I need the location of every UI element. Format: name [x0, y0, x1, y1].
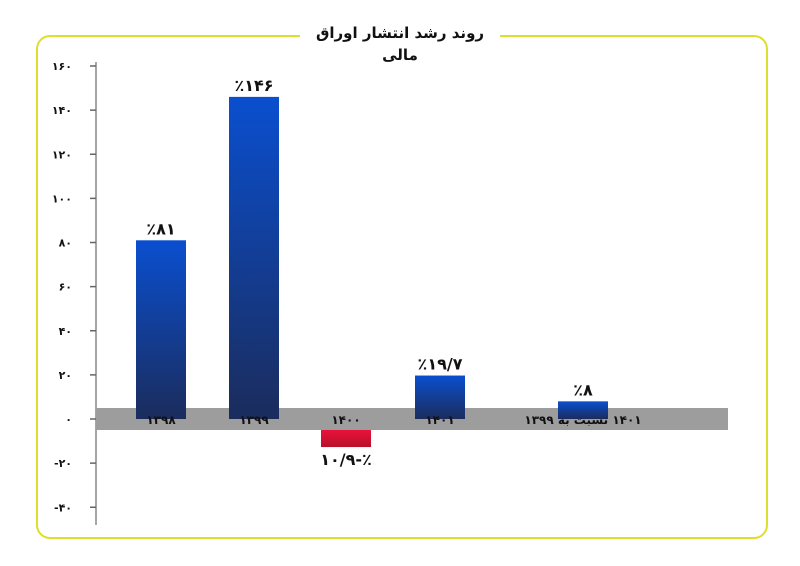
- y-tick-label: ۲۰: [59, 369, 72, 382]
- y-tick-label: ۱۲۰: [52, 148, 72, 161]
- y-tick-label: ۸۰: [59, 237, 72, 250]
- category-label: ۱۴۰۱: [425, 413, 454, 427]
- category-label: ۱۳۹۸: [146, 413, 176, 427]
- y-tick-label: -۴۰: [54, 501, 72, 514]
- chart-title: روند رشد انتشار اوراق مالی: [300, 22, 500, 66]
- bar: [229, 96, 279, 419]
- y-tick-label: ۱۶۰: [52, 60, 72, 73]
- bar: [136, 240, 186, 419]
- category-label: ۱۴۰۱ نسبت به ۱۳۹۹: [524, 413, 641, 427]
- y-tick-label: ۱۰۰: [52, 192, 72, 205]
- y-tick-label: ۶۰: [59, 281, 72, 294]
- bar-value-label: ٪۱۴۶: [234, 76, 273, 95]
- bar-value-label: ٪-۱۰/۹: [320, 450, 372, 469]
- bar: [415, 375, 465, 419]
- y-tick-label: ۰: [65, 413, 72, 426]
- bar: [558, 401, 608, 419]
- bar-value-label: ٪۱۹/۷: [418, 355, 463, 374]
- y-tick-label: ۱۴۰: [52, 104, 72, 117]
- category-label: ۱۳۹۹: [239, 413, 269, 427]
- bar: [321, 430, 371, 448]
- bar-value-label: ٪۸: [573, 380, 593, 399]
- y-tick-label: ۴۰: [59, 325, 72, 338]
- y-tick-label: -۲۰: [54, 457, 72, 470]
- bar-value-label: ٪۸۱: [146, 219, 175, 238]
- category-label: ۱۴۰۰: [331, 413, 360, 427]
